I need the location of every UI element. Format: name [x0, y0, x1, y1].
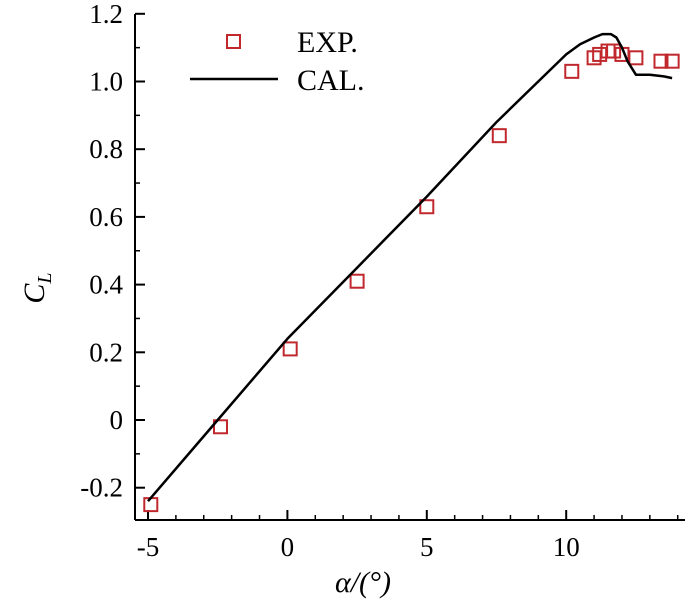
data-point-exp — [419, 199, 435, 215]
legend: EXP. CAL. — [190, 26, 365, 97]
data-point-exp — [564, 63, 580, 79]
data-point-exp — [282, 341, 298, 357]
y-axis-title: CL — [18, 272, 56, 303]
y-tick-label: 0 — [110, 405, 124, 435]
data-point-exp — [653, 53, 669, 69]
y-tick-label: 1.2 — [89, 0, 123, 29]
data-point-exp — [212, 419, 228, 435]
x-tick-label: 10 — [553, 532, 580, 562]
ticks: -0.2 0 0.2 0.4 0.6 0.8 1.0 1.2 -5 0 5 10 — [80, 0, 679, 562]
data-point-exp — [628, 50, 644, 66]
y-axis-title-main: C — [18, 283, 51, 304]
legend-label-cal: CAL. — [297, 64, 365, 97]
legend-marker-exp — [226, 34, 241, 49]
x-tick-label: -5 — [137, 532, 160, 562]
y-tick-label: 0.4 — [89, 270, 123, 300]
plot-area — [143, 32, 680, 513]
x-axis-title: α/(°) — [335, 566, 391, 599]
data-point-exp — [664, 53, 680, 69]
series-line-cal — [147, 32, 673, 503]
series-points-exp — [143, 43, 680, 513]
y-axis-title-subscript: L — [34, 272, 56, 284]
axes — [134, 14, 685, 521]
y-tick-label: 0.2 — [89, 337, 123, 367]
data-point-exp — [143, 497, 159, 513]
data-point-exp — [491, 128, 507, 144]
data-point-exp — [349, 273, 365, 289]
y-tick-label: 1.0 — [89, 67, 123, 97]
y-tick-label: 0.6 — [89, 202, 123, 232]
y-tick-label: -0.2 — [80, 473, 123, 503]
data-point-exp — [606, 43, 622, 59]
x-tick-label: 5 — [420, 532, 434, 562]
y-tick-label: 0.8 — [89, 134, 123, 164]
legend-label-exp: EXP. — [297, 26, 358, 59]
x-tick-label: 0 — [281, 532, 295, 562]
